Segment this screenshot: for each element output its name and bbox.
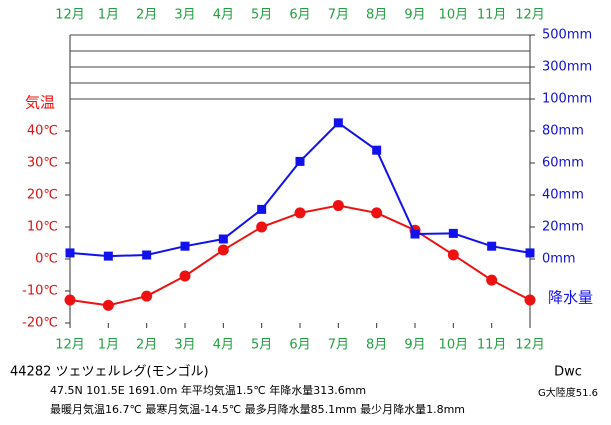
y2-tick-label: 100mm [542, 92, 592, 107]
continentality: G大陸度51.6 [538, 386, 598, 399]
y2-tick-label: 500mm [542, 28, 592, 43]
station: 44282 ツェツェルレグ(モンゴル) [10, 364, 209, 380]
x-tick-label: 1月 [98, 8, 119, 23]
x-tick-label: 11月 [477, 8, 507, 23]
point [218, 234, 228, 244]
x-tick-label: 2月 [136, 8, 157, 23]
info: 最暖月気温16.7℃ 最寒月気温-14.5℃ 最多月降水量85.1mm 最少月降… [50, 402, 465, 416]
x-tick-label: 11月 [477, 338, 507, 353]
point [65, 248, 75, 258]
x-tick-label: 7月 [328, 8, 349, 23]
x-tick-label: 10月 [439, 338, 469, 353]
x-tick-label: 4月 [213, 338, 234, 353]
x-tick-label: 12月 [55, 338, 85, 353]
y2-tick-label: 80mm [542, 124, 584, 139]
point [295, 156, 305, 166]
y-tick-label: 30℃ [27, 156, 58, 171]
point [256, 221, 268, 233]
y-tick-label: 20℃ [27, 188, 58, 203]
point [333, 118, 343, 128]
point [372, 145, 382, 155]
x-tick-label: 10月 [439, 8, 469, 23]
x-tick-label: 6月 [289, 8, 310, 23]
point [524, 294, 536, 306]
climate-class: Dwc [554, 365, 582, 380]
x-tick-label: 9月 [404, 8, 425, 23]
point [448, 228, 458, 238]
x-tick-label: 5月 [251, 338, 272, 353]
point [487, 241, 497, 251]
point [217, 244, 229, 256]
point [64, 294, 76, 306]
y2-tick-label: 300mm [542, 60, 592, 75]
y2-tick-label: 60mm [542, 156, 584, 171]
y2-tick-label: 0mm [542, 252, 576, 267]
series-label: 気温 [25, 94, 55, 112]
x-tick-label: 6月 [289, 338, 310, 353]
x-tick-label: 9月 [404, 338, 425, 353]
y-tick-label: 10℃ [27, 220, 58, 235]
point [257, 204, 267, 214]
point [332, 200, 344, 212]
y-tick-label: 0℃ [35, 252, 58, 267]
y-tick-label: -20℃ [22, 316, 58, 331]
y-tick-label: -10℃ [22, 284, 58, 299]
x-tick-label: 12月 [515, 338, 545, 353]
point [410, 229, 420, 239]
point [525, 248, 535, 258]
x-tick-label: 8月 [366, 338, 387, 353]
point [179, 270, 191, 282]
x-tick-label: 3月 [174, 8, 195, 23]
point [102, 299, 114, 311]
x-tick-label: 8月 [366, 8, 387, 23]
x-tick-label: 7月 [328, 338, 349, 353]
x-tick-label: 12月 [55, 8, 85, 23]
point [141, 290, 153, 302]
info: 47.5N 101.5E 1691.0m 年平均気温1.5℃ 年降水量313.6… [50, 383, 366, 397]
x-tick-label: 12月 [515, 8, 545, 23]
y2-tick-label: 20mm [542, 220, 584, 235]
point [371, 207, 383, 219]
x-tick-label: 4月 [213, 8, 234, 23]
point [294, 207, 306, 219]
x-tick-label: 1月 [98, 338, 119, 353]
point [447, 249, 459, 261]
point [142, 250, 152, 260]
point [103, 251, 113, 261]
y2-tick-label: 40mm [542, 188, 584, 203]
point [486, 274, 498, 286]
x-tick-label: 5月 [251, 8, 272, 23]
series-label: 降水量 [548, 289, 593, 307]
series-line [69, 121, 531, 258]
x-tick-label: 2月 [136, 338, 157, 353]
x-tick-label: 3月 [174, 338, 195, 353]
y-tick-label: 40℃ [27, 124, 58, 139]
point [180, 241, 190, 251]
